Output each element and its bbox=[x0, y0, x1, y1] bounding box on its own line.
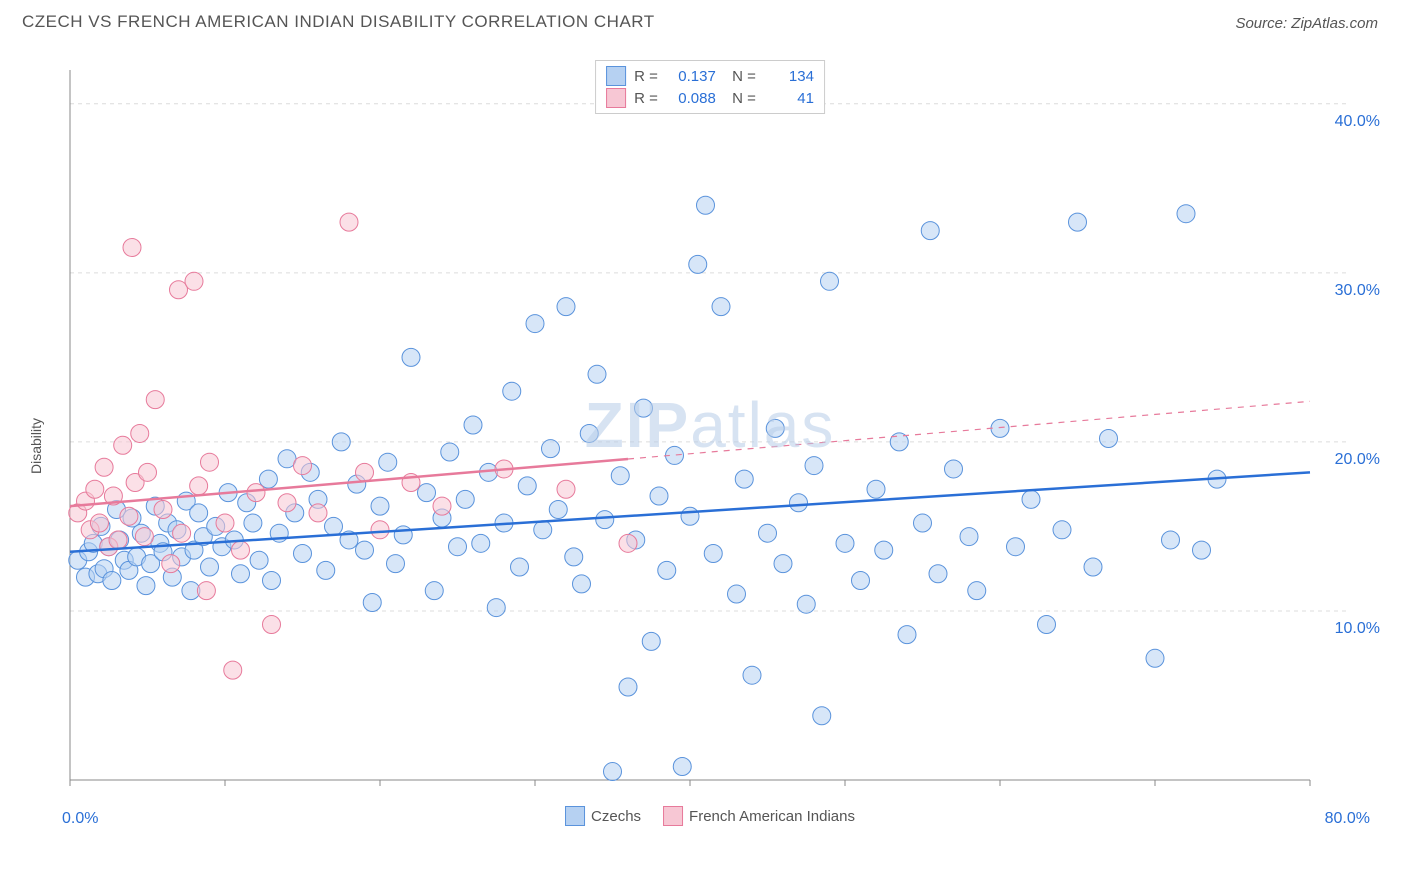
n-label: N = bbox=[724, 68, 756, 85]
legend-label: Czechs bbox=[591, 808, 641, 825]
r-label: R = bbox=[634, 90, 658, 107]
legend-item: French American Indians bbox=[663, 806, 855, 826]
swatch-icon bbox=[606, 88, 626, 108]
legend-label: French American Indians bbox=[689, 808, 855, 825]
legend-item: Czechs bbox=[565, 806, 641, 826]
y-axis-label: 10.0% bbox=[1335, 620, 1380, 638]
y-axis-title: Disability bbox=[28, 418, 44, 474]
stats-legend-row: R = 0.088 N = 41 bbox=[606, 87, 814, 109]
y-axis-label: 40.0% bbox=[1335, 113, 1380, 131]
swatch-icon bbox=[663, 806, 683, 826]
y-axis-label: 30.0% bbox=[1335, 282, 1380, 300]
x-axis-label: 0.0% bbox=[62, 810, 98, 828]
n-value: 134 bbox=[764, 68, 814, 85]
r-label: R = bbox=[634, 68, 658, 85]
y-axis-label: 20.0% bbox=[1335, 451, 1380, 469]
n-label: N = bbox=[724, 90, 756, 107]
swatch-icon bbox=[606, 66, 626, 86]
source-attribution: Source: ZipAtlas.com bbox=[1235, 15, 1378, 32]
series-legend: Czechs French American Indians bbox=[565, 806, 855, 826]
stats-legend-row: R = 0.137 N = 134 bbox=[606, 65, 814, 87]
swatch-icon bbox=[565, 806, 585, 826]
plot-svg bbox=[50, 60, 1370, 820]
r-value: 0.088 bbox=[666, 90, 716, 107]
scatter-plot: ZIPatlas R = 0.137 N = 134 R = 0.088 N =… bbox=[50, 60, 1370, 820]
stats-legend: R = 0.137 N = 134 R = 0.088 N = 41 bbox=[595, 60, 825, 114]
x-axis-label: 80.0% bbox=[1325, 810, 1370, 828]
n-value: 41 bbox=[764, 90, 814, 107]
chart-title: CZECH VS FRENCH AMERICAN INDIAN DISABILI… bbox=[22, 12, 655, 32]
r-value: 0.137 bbox=[666, 68, 716, 85]
